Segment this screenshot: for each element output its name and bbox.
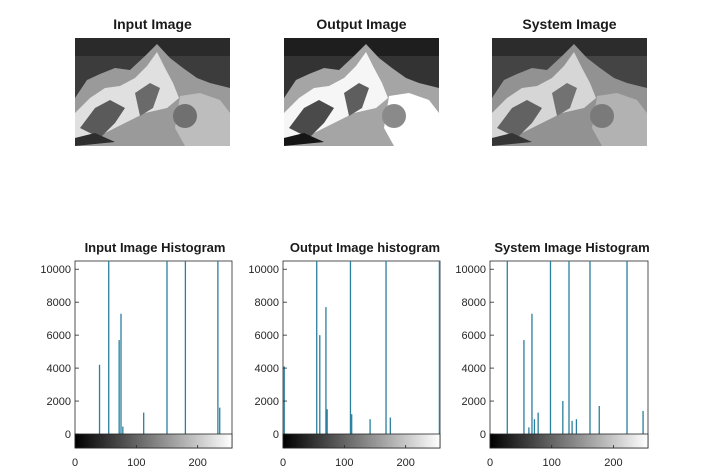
output-histogram-title: Output Image histogram — [289, 240, 441, 255]
hist-2-ytick-label-5: 10000 — [455, 264, 486, 276]
hist-1-ytick-label-0: 0 — [273, 429, 279, 441]
hist-0-ytick-label-3: 6000 — [47, 330, 71, 342]
output-image — [284, 38, 439, 146]
hist-2-xtick-label-0: 0 — [487, 457, 493, 469]
hist-1-ytick-label-1: 2000 — [255, 396, 279, 408]
hist-0-colorbar — [74, 433, 233, 449]
hist-0-axes-box — [74, 260, 233, 449]
hist-0-ytick-label-0: 0 — [65, 429, 71, 441]
hist-2-colorbar — [489, 433, 649, 449]
hist-0-xtick-label-2: 200 — [188, 457, 206, 469]
hist-1-xtick-label-0: 0 — [280, 457, 286, 469]
hist-1-xtick-label-1: 100 — [335, 457, 353, 469]
hist-2-xtick-label-2: 200 — [604, 457, 622, 469]
hist-2-ytick-label-1: 2000 — [462, 396, 486, 408]
hist-0-ytick-label-2: 4000 — [47, 363, 71, 375]
hist-1-ytick-label-2: 4000 — [255, 363, 279, 375]
hist-0-ytick-label-5: 10000 — [40, 264, 71, 276]
system-image — [492, 38, 647, 146]
hist-1-ytick-label-3: 6000 — [255, 330, 279, 342]
hist-2-ytick-label-4: 8000 — [462, 297, 486, 309]
hist-2-ytick-label-0: 0 — [480, 429, 486, 441]
hist-0-ytick-label-1: 2000 — [47, 396, 71, 408]
system-histogram-title: System Image Histogram — [494, 240, 650, 255]
hist-2-xtick-label-1: 100 — [543, 457, 561, 469]
input-image — [75, 38, 230, 146]
system-image-title: System Image — [522, 16, 617, 32]
input-histogram-title: Input Image Histogram — [84, 240, 226, 255]
input-image-title: Input Image — [113, 16, 192, 32]
hist-1-ytick-label-4: 8000 — [255, 297, 279, 309]
hist-1-xtick-label-2: 200 — [396, 457, 414, 469]
output-image-title: Output Image — [316, 16, 407, 32]
hist-0-xtick-label-1: 100 — [127, 457, 145, 469]
hist-1-axes-box — [282, 260, 441, 449]
hist-0-ytick-label-4: 8000 — [47, 297, 71, 309]
hist-1-ytick-label-5: 10000 — [248, 264, 279, 276]
hist-0-xtick-label-0: 0 — [72, 457, 78, 469]
hist-2-ytick-label-3: 6000 — [462, 330, 486, 342]
hist-2-ytick-label-2: 4000 — [462, 363, 486, 375]
hist-1-colorbar — [282, 433, 441, 449]
